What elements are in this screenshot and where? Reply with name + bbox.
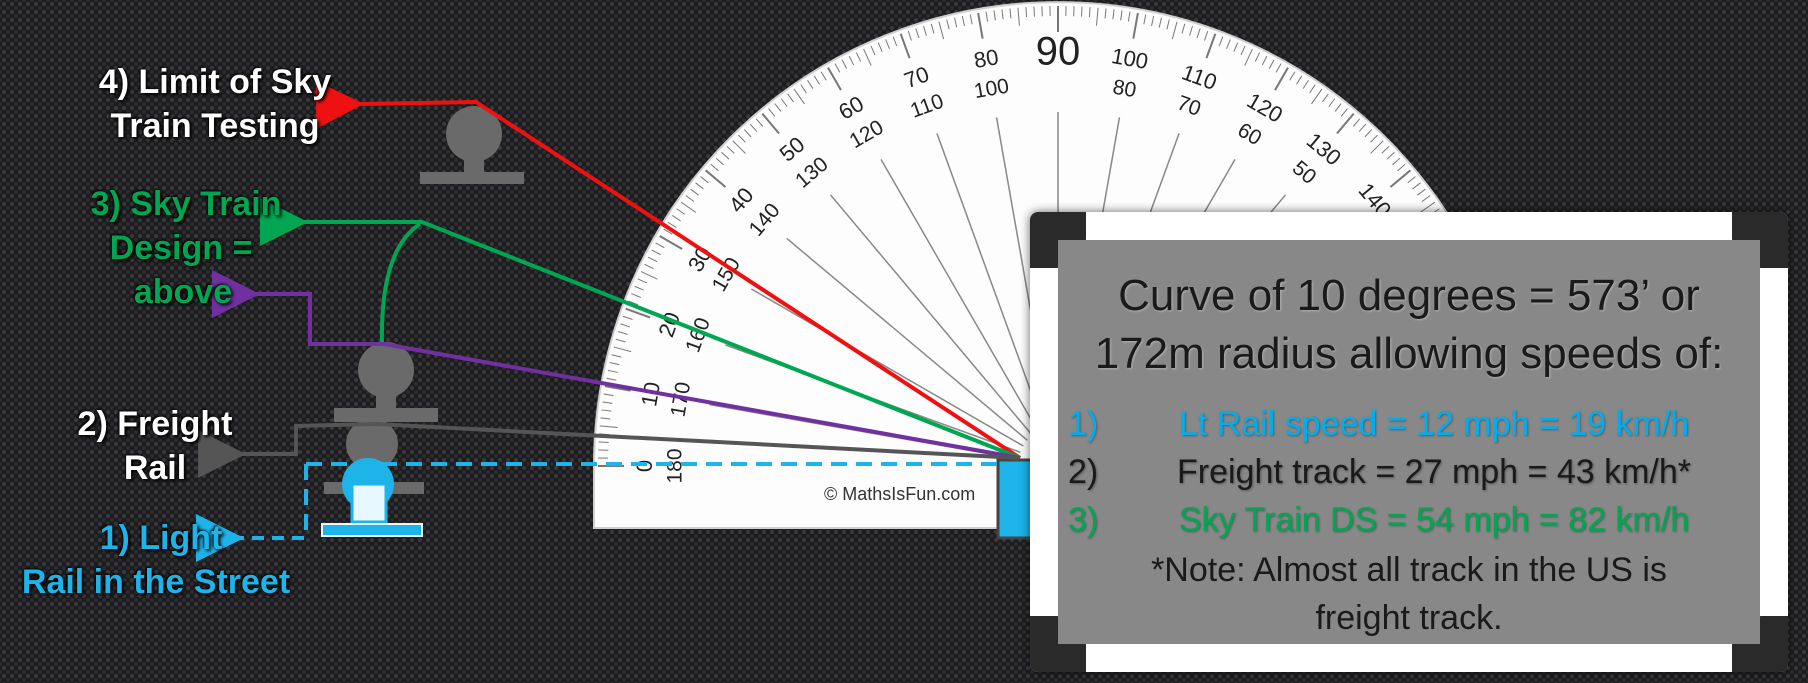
speed-row-light-rail: 1) Lt Rail speed = 12 mph = 19 km/h: [1058, 400, 1760, 448]
sky-train-testing-rail: [420, 106, 524, 184]
label-freight-line2: Rail: [60, 446, 250, 490]
protractor-tick: [1034, 7, 1035, 17]
sky-train-design-arc: [382, 224, 420, 344]
speed-row-sky-train: 3) Sky Train DS = 54 mph = 82 km/h: [1058, 496, 1760, 544]
protractor-outer-number: 90: [1036, 30, 1081, 74]
label-light-rail: 1) Light Rail in the Street: [6, 516, 306, 604]
light-rail: [322, 458, 422, 536]
label-sky-train-line3: above: [60, 270, 306, 314]
speed-row-number: 3): [1068, 496, 1098, 544]
protractor-tick: [1026, 7, 1027, 17]
label-freight-line1: 2) Freight: [60, 402, 250, 446]
speed-row-text: Freight track = 27 mph = 43 km/h*: [1128, 448, 1740, 496]
callout-note-2: freight track.: [1058, 594, 1760, 642]
label-limit-sky-train-testing: 4) Limit of Sky Train Testing: [70, 60, 360, 148]
label-sky-train-line1: 3) Sky Train: [66, 182, 306, 226]
speed-row-text: Sky Train DS = 54 mph = 82 km/h: [1128, 496, 1740, 544]
protractor-tick: [1082, 7, 1083, 17]
sky-train-design-rail: [334, 342, 438, 422]
label-sky-train-design: 3) Sky Train Design = above: [66, 182, 306, 314]
label-freight-rail: 2) Freight Rail: [60, 402, 250, 490]
label-sky-train-line2: Design =: [56, 226, 306, 270]
callout-panel: Curve of 10 degrees = 573’ or 172m radiu…: [1058, 240, 1760, 644]
protractor-tick: [599, 442, 609, 443]
callout-headline-1: Curve of 10 degrees = 573’ or: [1058, 268, 1760, 324]
speed-callout: Curve of 10 degrees = 573’ or 172m radiu…: [1030, 212, 1788, 672]
label-light-rail-line1: 1) Light: [16, 516, 306, 560]
label-limit-line1: 4) Limit of Sky: [70, 60, 360, 104]
protractor-tick: [1089, 7, 1090, 17]
protractor-inner-number: 80: [1111, 76, 1138, 103]
speed-row-freight: 2) Freight track = 27 mph = 43 km/h*: [1058, 448, 1760, 496]
protractor-credit: © MathsIsFun.com: [824, 484, 975, 504]
speed-row-text: Lt Rail speed = 12 mph = 19 km/h: [1128, 400, 1740, 448]
label-limit-line2: Train Testing: [70, 104, 360, 148]
protractor-outer-number: 80: [972, 44, 1000, 73]
callout-headline-2: 172m radius allowing speeds of:: [1058, 326, 1760, 382]
callout-note-1: *Note: Almost all track in the US is: [1058, 546, 1760, 594]
speed-row-number: 2): [1068, 448, 1098, 496]
label-light-rail-line2: Rail in the Street: [6, 560, 306, 604]
speed-row-number: 1): [1068, 400, 1098, 448]
